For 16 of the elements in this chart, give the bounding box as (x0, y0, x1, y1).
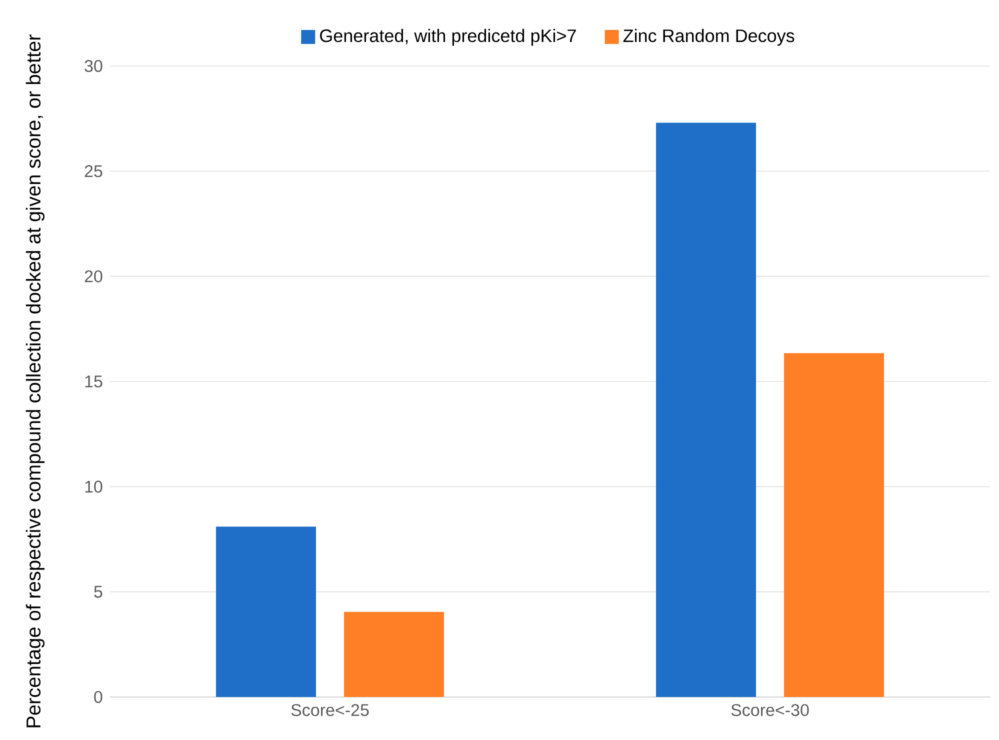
y-tick-label: 15 (85, 376, 102, 388)
y-axis-title: Percentage of respective compound collection docked at given score, or better (26, 34, 45, 728)
bar (656, 122, 756, 697)
y-tick-label: 5 (94, 586, 102, 598)
bar (216, 526, 316, 697)
y-tick-label: 30 (84, 60, 102, 72)
x-tick-label: Score<-30 (731, 704, 809, 716)
bar (344, 612, 444, 697)
y-tick-label: 0 (94, 690, 102, 704)
legend-label: Zinc Random Decoys (623, 28, 794, 46)
bar (784, 353, 884, 697)
legend-label: Generated, with predicetd pKi>7 (320, 28, 576, 46)
y-tick-label: 25 (84, 165, 102, 178)
y-tick-label: 20 (84, 270, 102, 282)
y-tick-label: 10 (85, 480, 102, 493)
x-tick-label: Score<-25 (291, 704, 369, 716)
